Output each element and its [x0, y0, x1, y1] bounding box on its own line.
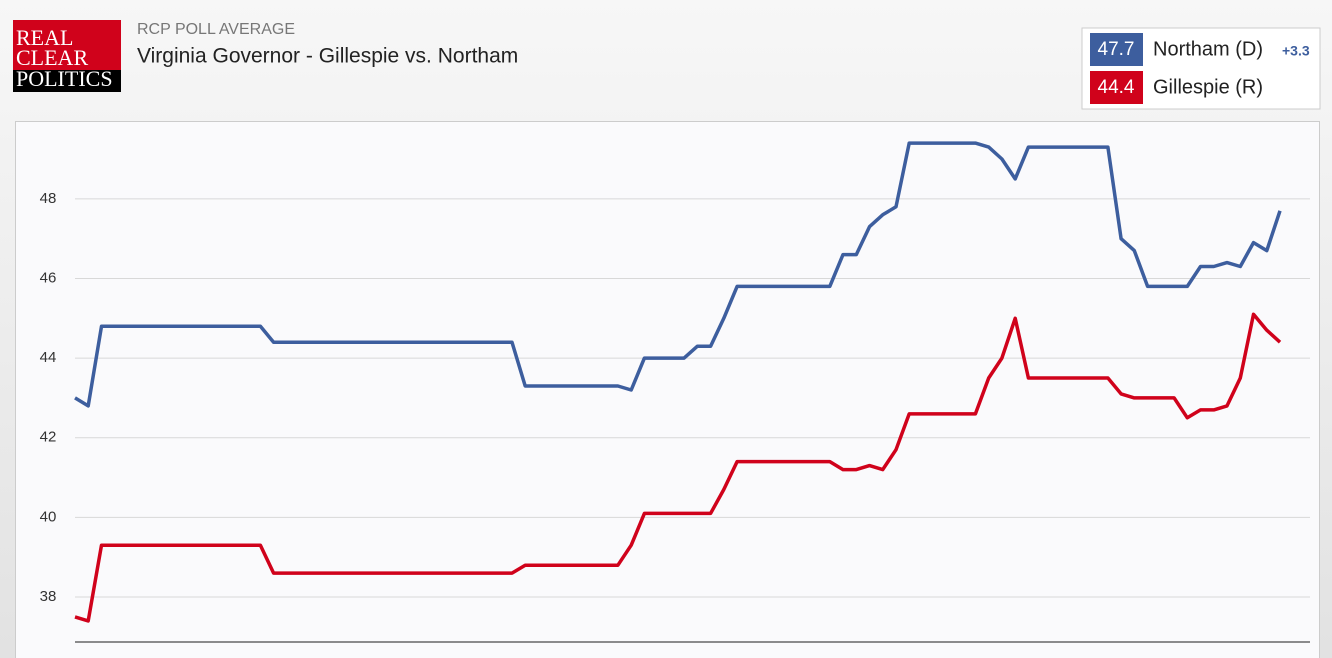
logo-text: REAL — [16, 25, 73, 50]
series-line — [74, 141, 1282, 408]
chart-title: Virginia Governor - Gillespie vs. Northa… — [137, 45, 518, 68]
y-tick-label: 38 — [40, 588, 57, 605]
logo-red — [13, 20, 121, 70]
logo: REAL CLEAR POLITICS — [13, 20, 121, 92]
legend-label: Gillespie (R) — [1153, 76, 1263, 98]
chart-subtitle: RCP POLL AVERAGE — [137, 21, 295, 38]
series-line — [74, 312, 1282, 623]
legend-swatch — [1090, 71, 1143, 104]
y-tick-label: 48 — [40, 190, 57, 207]
y-tick-label: 40 — [40, 508, 57, 525]
legend-value: 47.7 — [1098, 39, 1135, 60]
legend-swatch — [1090, 33, 1143, 66]
y-tick-label: 42 — [40, 429, 57, 446]
y-tick-label: 46 — [40, 269, 57, 286]
y-tick-label: 44 — [40, 349, 57, 366]
legend-label: Northam (D) — [1153, 38, 1263, 60]
plot-panel — [15, 121, 1320, 658]
logo-text: CLEAR — [16, 45, 88, 70]
legend-value: 44.4 — [1098, 77, 1135, 98]
legend-spread: +3.3 — [1282, 43, 1310, 59]
logo-text: POLITICS — [16, 66, 113, 91]
